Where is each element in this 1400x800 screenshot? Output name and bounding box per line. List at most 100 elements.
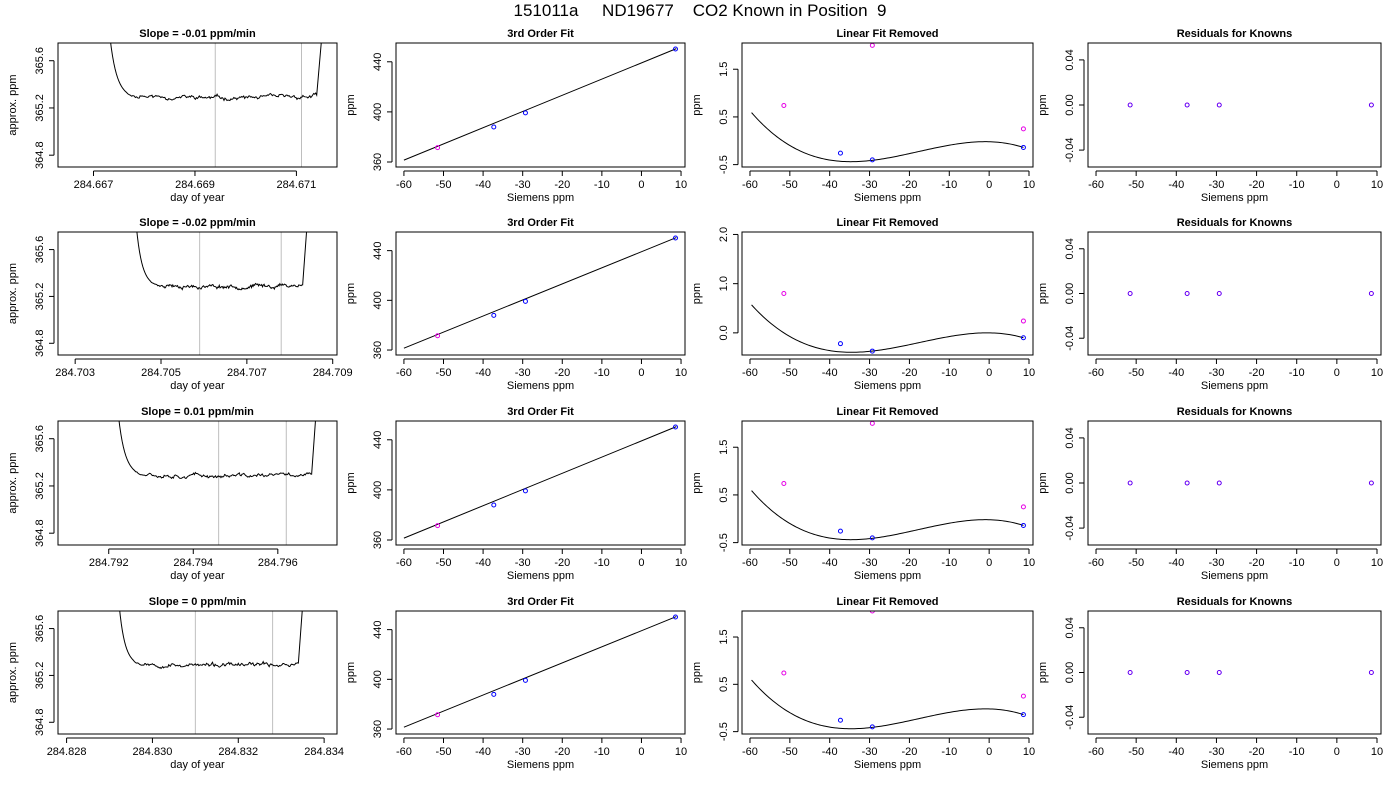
x-tick-label: 0: [1334, 367, 1340, 379]
plot-frame: [57, 420, 338, 546]
known-residual-point-blue: [1369, 670, 1374, 675]
data-point-blue: [837, 150, 843, 156]
y-tick-label: 365.6: [34, 236, 46, 264]
y-tick-label: -0.04: [1064, 138, 1076, 163]
x-tick-label: -10: [1289, 367, 1305, 379]
x-tick-label: -40: [475, 367, 491, 379]
plot-data: [751, 421, 1026, 541]
cubic-residual-curve: [751, 490, 1024, 541]
data-point-blue: [672, 424, 678, 430]
plot-frame: [1087, 42, 1382, 168]
x-tick-label: 0: [986, 557, 992, 569]
page-title: 151011a ND19677 CO2 Known in Position 9: [513, 1, 887, 20]
x-tick-label: -20: [901, 367, 917, 379]
y-tick-label: 0.5: [718, 487, 730, 502]
x-tick-label: 0: [1334, 557, 1340, 569]
x-tick-label: -50: [436, 179, 452, 191]
x-tick-label: -10: [594, 557, 610, 569]
data-point-magenta: [1020, 504, 1026, 510]
x-tick-label: 284.669: [175, 179, 215, 191]
x-axis-label: day of year: [170, 380, 225, 392]
data-point-blue: [522, 677, 528, 683]
y-tick-label: 360: [372, 153, 384, 171]
chart-title: Residuals for Knowns: [1177, 596, 1293, 608]
x-tick-label: -20: [554, 746, 570, 758]
chart-panel-timeseries-row2: Slope = -0.02 ppm/min 284.703 284.705 284.7…: [7, 217, 353, 392]
concentration-trace: [119, 611, 303, 670]
y-tick-label: 0.00: [1064, 283, 1076, 304]
chart-title: Residuals for Knowns: [1177, 28, 1293, 40]
x-tick-label: 10: [1371, 746, 1383, 758]
x-axis-label: Siemens ppm: [1201, 759, 1268, 771]
data-point-magenta: [435, 523, 441, 529]
data-point-blue: [869, 157, 875, 163]
x-tick-label: -50: [782, 746, 798, 758]
y-tick-label: -0.5: [718, 155, 730, 174]
x-tick-label: -60: [742, 367, 758, 379]
x-tick-label: -10: [941, 367, 957, 379]
x-tick-label: 284.830: [133, 746, 173, 758]
data-point-blue: [1020, 144, 1026, 150]
chart-title: 3rd Order Fit: [507, 596, 574, 608]
data-point-blue: [672, 614, 678, 620]
x-tick-label: -20: [1249, 367, 1265, 379]
y-tick-label: 400: [372, 670, 384, 688]
plot-data: [110, 43, 322, 167]
y-tick-label: 365.6: [34, 425, 46, 453]
y-tick-label: -0.5: [718, 722, 730, 741]
x-tick-label: -30: [1208, 557, 1224, 569]
y-tick-label: 0.5: [718, 677, 730, 692]
chart-panel-timeseries-row4: Slope = 0 ppm/min 284.828 284.830 284.832 28…: [7, 596, 344, 771]
plot-frame: [395, 420, 686, 546]
chart-panel-timeseries-row1: Slope = -0.01 ppm/min 284.667 284.669 284.6…: [7, 28, 338, 204]
fit-line: [403, 48, 677, 161]
x-tick-label: 0: [1334, 746, 1340, 758]
x-tick-label: -30: [515, 557, 531, 569]
y-tick-label: 1.5: [718, 629, 730, 644]
y-tick-label: 365.2: [34, 662, 46, 690]
x-tick-label: -60: [396, 557, 412, 569]
y-tick-label: 440: [372, 53, 384, 71]
x-tick-label: -30: [515, 746, 531, 758]
x-tick-label: 284.832: [218, 746, 258, 758]
x-tick-label: -30: [862, 557, 878, 569]
x-tick-label: 0: [986, 746, 992, 758]
known-residual-point-blue: [1184, 480, 1190, 486]
x-tick-label: -60: [396, 179, 412, 191]
chart-panel-fit-row4: 3rd Order Fit -60 -50 -40 -30 -20 -10 0 10 Siemen…: [345, 596, 687, 771]
chart-title: Linear Fit Removed: [836, 596, 938, 608]
plot-data: [1127, 480, 1374, 486]
plot-data: [136, 232, 308, 355]
x-tick-label: 10: [1023, 367, 1035, 379]
y-tick-label: 2.0: [718, 227, 730, 242]
data-point-blue: [522, 110, 528, 116]
plot-data: [1127, 291, 1374, 296]
x-tick-label: 10: [675, 367, 687, 379]
known-residual-point-blue: [1184, 670, 1190, 675]
known-residual-point-blue: [1184, 291, 1190, 296]
x-tick-label: -30: [515, 179, 531, 191]
x-tick-label: -10: [1289, 557, 1305, 569]
data-point-blue: [869, 348, 875, 354]
data-point-blue: [522, 488, 528, 494]
data-point-magenta: [435, 145, 441, 151]
plot-data: [119, 611, 303, 734]
data-point-magenta: [1020, 126, 1026, 132]
y-axis-label: ppm: [691, 662, 703, 683]
data-point-blue: [869, 724, 875, 730]
data-point-magenta: [781, 291, 787, 296]
chart-panel-knowns-row2: Residuals for Knowns -60 -50 -40 -30 -20 -10 0 1…: [1037, 217, 1383, 392]
x-tick-label: -50: [436, 557, 452, 569]
chart-title: Linear Fit Removed: [836, 406, 938, 418]
x-tick-label: -20: [554, 557, 570, 569]
y-tick-label: 440: [372, 241, 384, 259]
x-axis-label: day of year: [170, 759, 225, 771]
x-tick-label: -20: [901, 746, 917, 758]
x-tick-label: -10: [594, 179, 610, 191]
data-point-blue: [837, 528, 843, 534]
fit-line: [403, 237, 677, 349]
y-tick-label: 360: [372, 531, 384, 549]
y-axis-label: ppm: [691, 94, 703, 115]
y-tick-label: 364.8: [34, 709, 46, 737]
plot-data: [403, 424, 678, 539]
